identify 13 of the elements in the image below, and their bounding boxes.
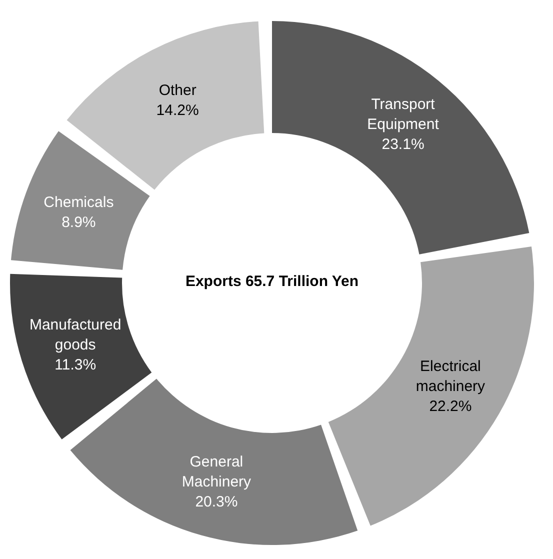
slice-label: Electrical machinery (416, 357, 486, 394)
data-label: 22.2% (429, 397, 472, 414)
slice-label: Other (158, 81, 196, 98)
data-label: 23.1% (382, 136, 424, 153)
text: Exports 65.7 Trillion Yen (184, 273, 360, 290)
data-label: 14.2% (156, 101, 199, 118)
slice-label: General Machinery (182, 452, 252, 490)
data-label: 11.3% (54, 356, 96, 373)
data-label: 8.9% (62, 213, 96, 230)
slice-label: Chemicals (44, 193, 114, 210)
slice-label: Transport Equipment (367, 96, 440, 133)
data-label: 20.3% (195, 492, 238, 510)
slice-label: Manufactured goods (29, 316, 122, 353)
